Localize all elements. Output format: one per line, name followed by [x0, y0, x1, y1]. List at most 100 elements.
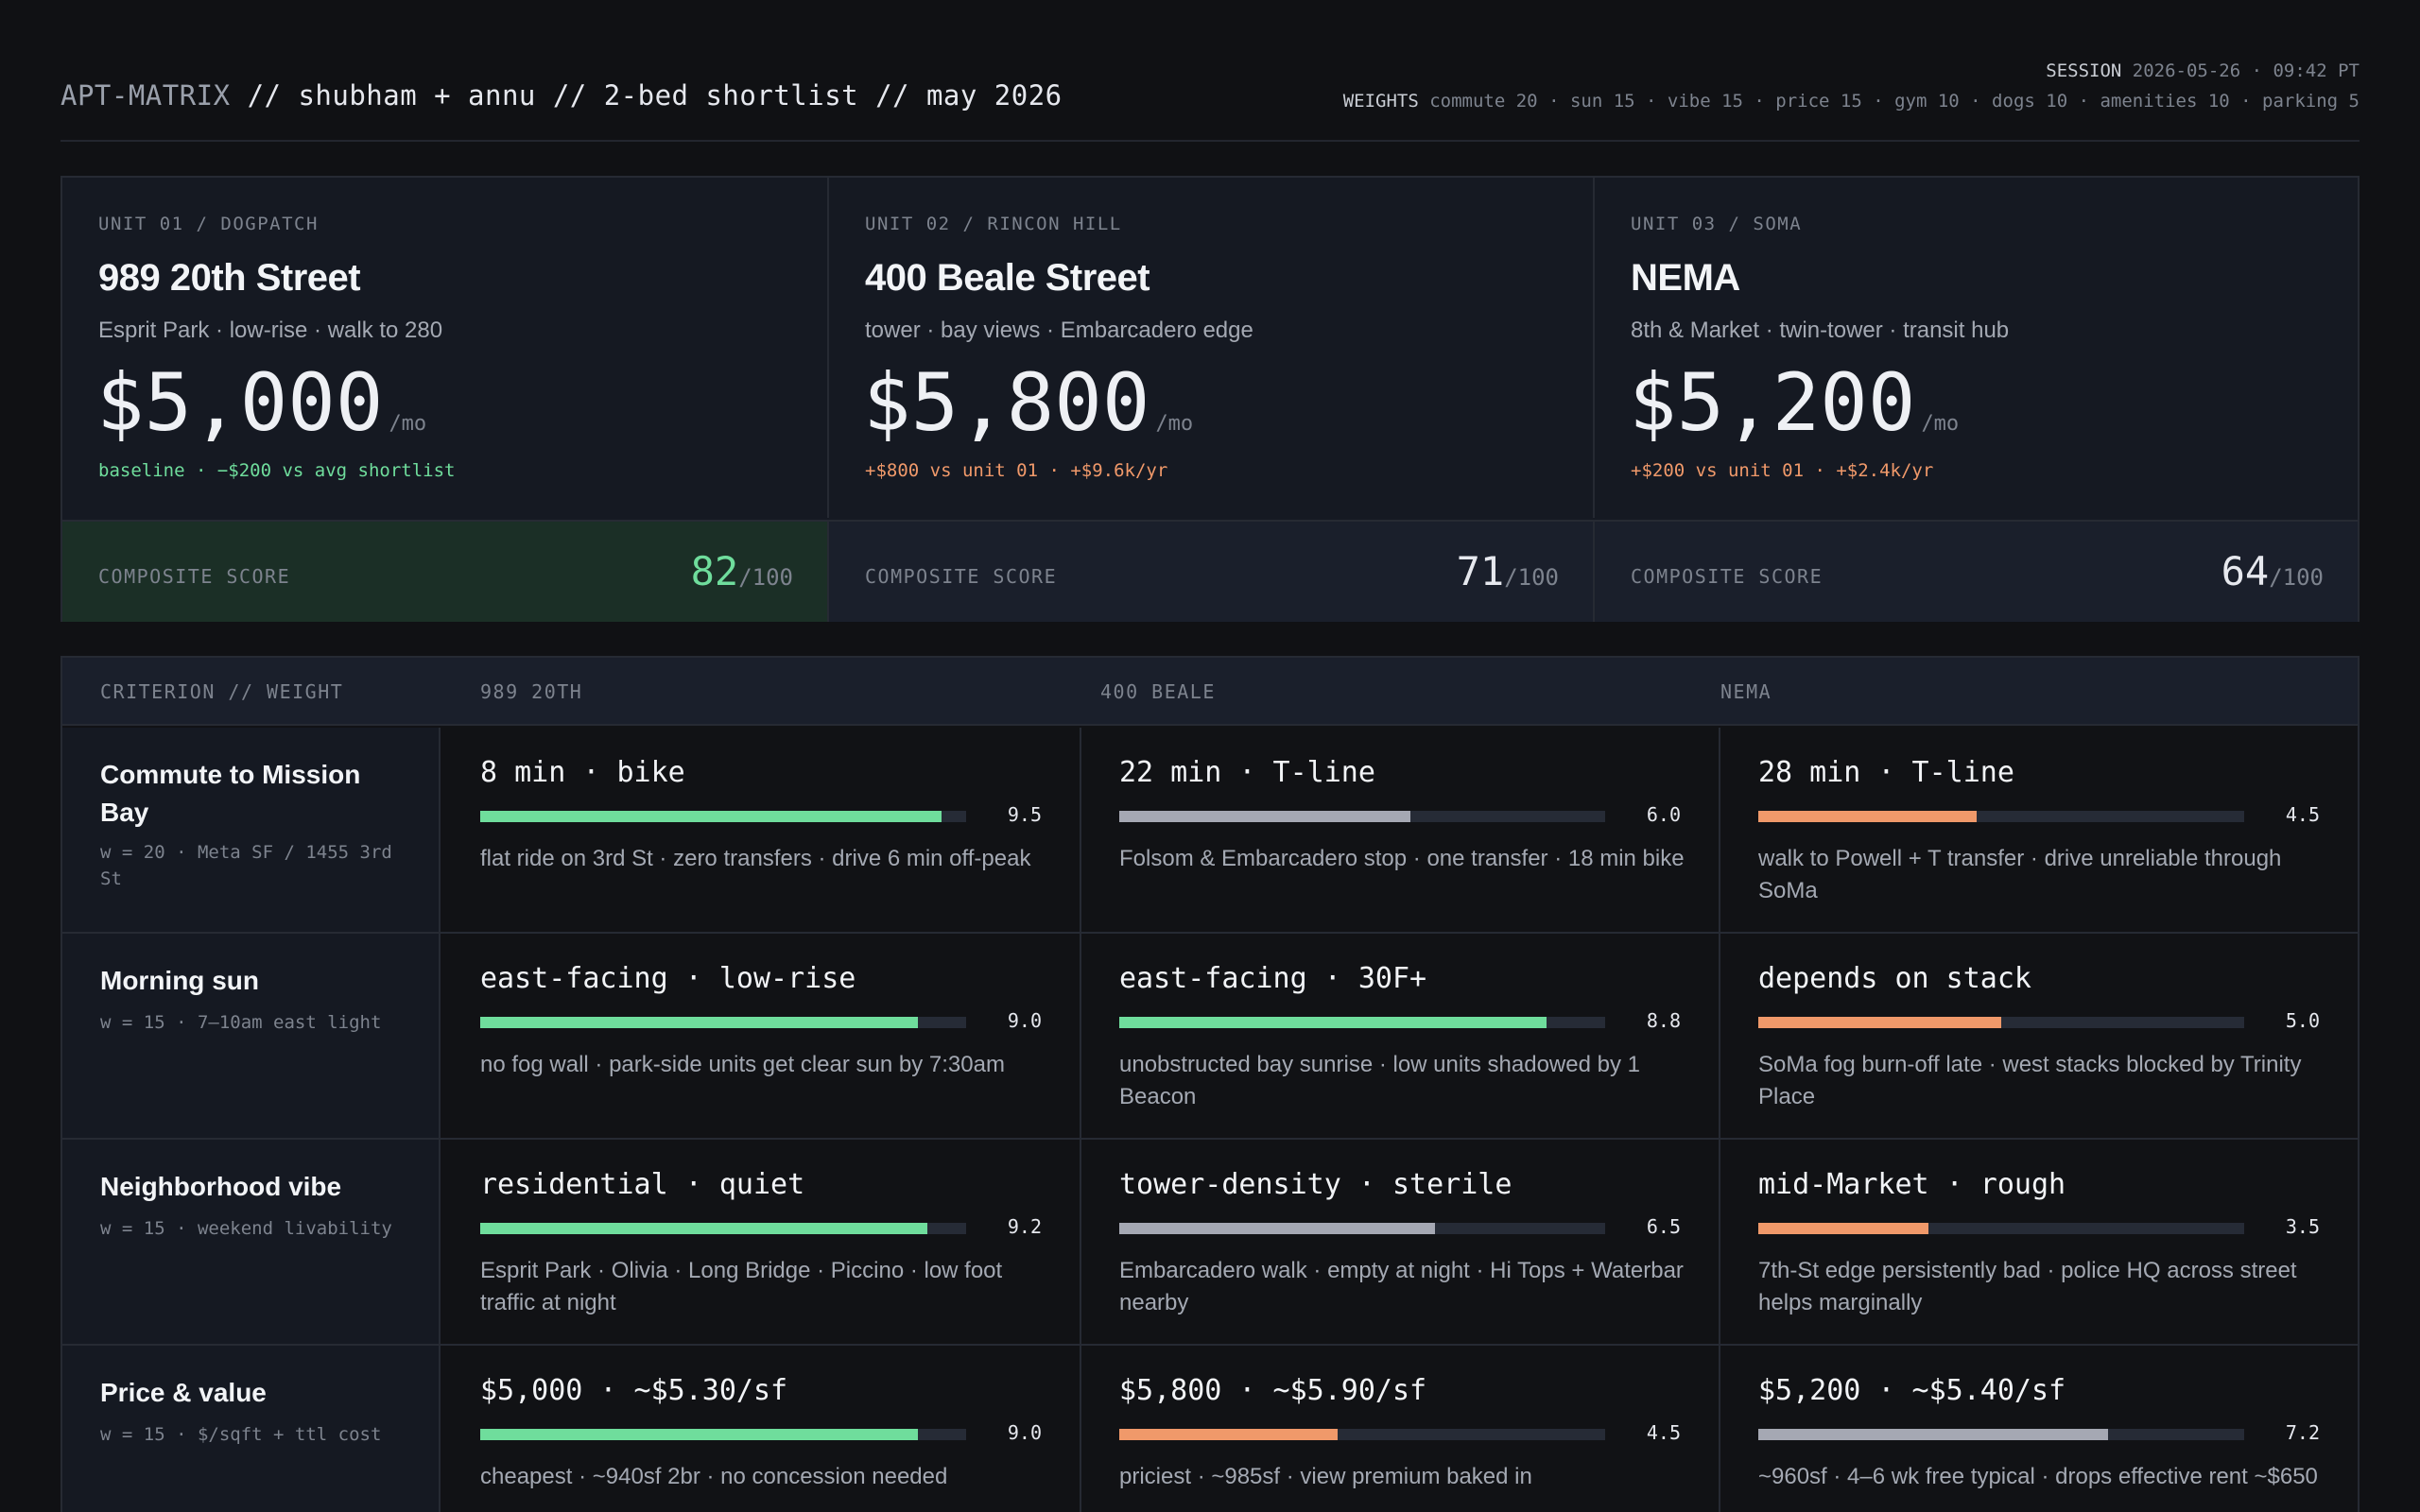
weights-value: commute 20 · sun 15 · vibe 15 · price 15…	[1429, 91, 2360, 112]
score-label: COMPOSITE SCORE	[865, 565, 1058, 588]
unit-name: 989 20th Street	[98, 257, 361, 299]
price-period: /mo	[389, 412, 427, 436]
unit-card-2[interactable]: UNIT 02 / RINCON HILL 400 Beale Street t…	[827, 178, 1593, 518]
score-cell: 22 min · T-line 6.0 Folsom & Embarcadero s…	[1081, 728, 1720, 932]
criterion-name: Price & value	[100, 1378, 267, 1407]
score-cell: residential · quiet 9.2 Esprit Park · Oliv…	[442, 1140, 1081, 1344]
price-value: $5,000	[96, 356, 384, 449]
unit-name: 400 Beale Street	[865, 257, 1150, 299]
score-bar-fill	[1119, 1223, 1436, 1234]
session-line: SESSION 2026-05-26 · 09:42 PT	[1343, 56, 2360, 86]
score-denominator: /100	[738, 564, 793, 591]
score-cell: $5,000 · ~$5.30/sf 9.0 cheapest · ~940sf 2…	[442, 1346, 1081, 1512]
unit-card-3[interactable]: UNIT 03 / SOMA NEMA 8th & Market · twin-…	[1593, 178, 2358, 518]
cell-headline: mid-Market · rough	[1758, 1168, 2066, 1201]
cell-note: flat ride on 3rd St · zero transfers · d…	[480, 846, 1031, 871]
score-bar-fill	[480, 1223, 927, 1234]
score-cell: tower-density · sterile 6.5 Embarcadero wa…	[1081, 1140, 1720, 1344]
cell-score: 9.0	[1007, 1009, 1042, 1032]
score-label: COMPOSITE SCORE	[98, 565, 291, 588]
cell-headline: 22 min · T-line	[1119, 756, 1375, 789]
composite-score-2: COMPOSITE SCORE 71/100	[827, 522, 1593, 622]
cell-score: 9.0	[1007, 1421, 1042, 1444]
unit-price: $5,200/mo	[1629, 363, 1959, 442]
session-meta: SESSION 2026-05-26 · 09:42 PT WEIGHTS co…	[1343, 56, 2360, 116]
score-cell: $5,200 · ~$5.40/sf 7.2 ~960sf · 4–6 wk fre…	[1720, 1346, 2358, 1512]
composite-score-3: COMPOSITE SCORE 64/100	[1593, 522, 2358, 622]
cell-score: 7.2	[2285, 1421, 2320, 1444]
score-bar	[1758, 1223, 2244, 1234]
page-subtitle: // shubham + annu // 2-bed shortlist // …	[230, 79, 1063, 112]
score-bar	[1119, 811, 1605, 822]
table-row: Morning sun w = 15 · 7–10am east light eas…	[62, 934, 2358, 1140]
score-bar-fill	[1119, 811, 1411, 822]
criterion-name: Commute to Mission Bay	[100, 760, 361, 827]
table-row: Commute to Mission Bay w = 20 · Meta SF /…	[62, 728, 2358, 934]
score-bar-fill	[480, 1429, 918, 1440]
score-cell: 28 min · T-line 4.5 walk to Powell + T tra…	[1720, 728, 2358, 932]
cell-note: priciest · ~985sf · view premium baked i…	[1119, 1464, 1532, 1489]
score-bar	[480, 811, 966, 822]
session-value: 2026-05-26 · 09:42 PT	[2132, 60, 2360, 81]
unit-card-1[interactable]: UNIT 01 / DOGPATCH 989 20th Street Espri…	[62, 178, 827, 518]
criterion-name: Neighborhood vibe	[100, 1172, 342, 1201]
unit-price: $5,800/mo	[863, 363, 1193, 442]
score-denominator: /100	[1504, 564, 1559, 591]
score-number: 64	[2221, 548, 2270, 594]
score-cell: east-facing · low-rise 9.0 no fog wall · p…	[442, 934, 1081, 1138]
cell-score: 8.8	[1646, 1009, 1681, 1032]
cell-headline: tower-density · sterile	[1119, 1168, 1512, 1201]
unit-description: tower · bay views · Embarcadero edge	[865, 318, 1253, 343]
column-header-criterion: CRITERION // WEIGHT	[100, 680, 344, 703]
score-bar	[1758, 811, 2244, 822]
cell-headline: $5,200 · ~$5.40/sf	[1758, 1374, 2066, 1407]
unit-name: NEMA	[1631, 257, 1740, 299]
column-header-unit-1: 989 20TH	[480, 680, 583, 703]
cell-headline: $5,800 · ~$5.90/sf	[1119, 1374, 1427, 1407]
cell-headline: east-facing · low-rise	[480, 962, 856, 995]
table-row: Neighborhood vibe w = 15 · weekend livabi…	[62, 1140, 2358, 1346]
cell-note: ~960sf · 4–6 wk free typical · drops eff…	[1758, 1464, 2318, 1489]
criterion-cell: Neighborhood vibe w = 15 · weekend livabi…	[62, 1140, 441, 1344]
price-delta: +$800 vs unit 01 · +$9.6k/yr	[865, 460, 1168, 481]
score-bar-fill	[1758, 1223, 1928, 1234]
score-bar	[1758, 1017, 2244, 1028]
cell-headline: east-facing · 30F+	[1119, 962, 1427, 995]
cell-note: SoMa fog burn-off late · west stacks blo…	[1758, 1052, 2302, 1109]
cell-note: unobstructed bay sunrise · low units sha…	[1119, 1052, 1640, 1109]
score-number: 71	[1456, 548, 1505, 594]
cell-score: 4.5	[2285, 803, 2320, 826]
weights-line: WEIGHTS commute 20 · sun 15 · vibe 15 · …	[1343, 86, 2360, 116]
criterion-cell: Commute to Mission Bay w = 20 · Meta SF /…	[62, 728, 441, 932]
page-title: APT-MATRIX // shubham + annu // 2-bed sh…	[60, 79, 1063, 112]
cell-score: 5.0	[2285, 1009, 2320, 1032]
table-header: CRITERION // WEIGHT 989 20TH 400 BEALE N…	[62, 658, 2358, 726]
score-bar	[1119, 1017, 1605, 1028]
cell-headline: depends on stack	[1758, 962, 2031, 995]
score-value: 71/100	[1457, 548, 1559, 595]
cell-note: Embarcadero walk · empty at night · Hi T…	[1119, 1258, 1684, 1315]
score-bar-fill	[480, 1017, 918, 1028]
unit-cards: UNIT 01 / DOGPATCH 989 20th Street Espri…	[60, 176, 2360, 622]
cell-score: 6.0	[1646, 803, 1681, 826]
price-value: $5,200	[1629, 356, 1916, 449]
cell-headline: $5,000 · ~$5.30/sf	[480, 1374, 788, 1407]
cell-headline: 8 min · bike	[480, 756, 685, 789]
score-cell: mid-Market · rough 3.5 7th-St edge persist…	[1720, 1140, 2358, 1344]
weights-label: WEIGHTS	[1342, 91, 1419, 112]
session-label: SESSION	[2046, 60, 2122, 81]
unit-price: $5,000/mo	[96, 363, 426, 442]
score-bar	[1119, 1429, 1605, 1440]
score-number: 82	[690, 548, 739, 594]
score-bar	[480, 1429, 966, 1440]
composite-scores: COMPOSITE SCORE 82/100 COMPOSITE SCORE 7…	[62, 520, 2358, 622]
score-bar-fill	[1758, 1429, 2109, 1440]
score-bar	[1758, 1429, 2244, 1440]
cell-note: Esprit Park · Olivia · Long Bridge · Pic…	[480, 1258, 1003, 1315]
table-row: Price & value w = 15 · $/sqft + ttl cost $…	[62, 1346, 2358, 1512]
criterion-weight: w = 20 · Meta SF / 1455 3rd St	[100, 842, 392, 889]
score-bar	[1119, 1223, 1605, 1234]
price-delta: +$200 vs unit 01 · +$2.4k/yr	[1631, 460, 1934, 481]
criterion-weight: w = 15 · 7–10am east light	[100, 1012, 382, 1033]
score-cell: east-facing · 30F+ 8.8 unobstructed bay su…	[1081, 934, 1720, 1138]
